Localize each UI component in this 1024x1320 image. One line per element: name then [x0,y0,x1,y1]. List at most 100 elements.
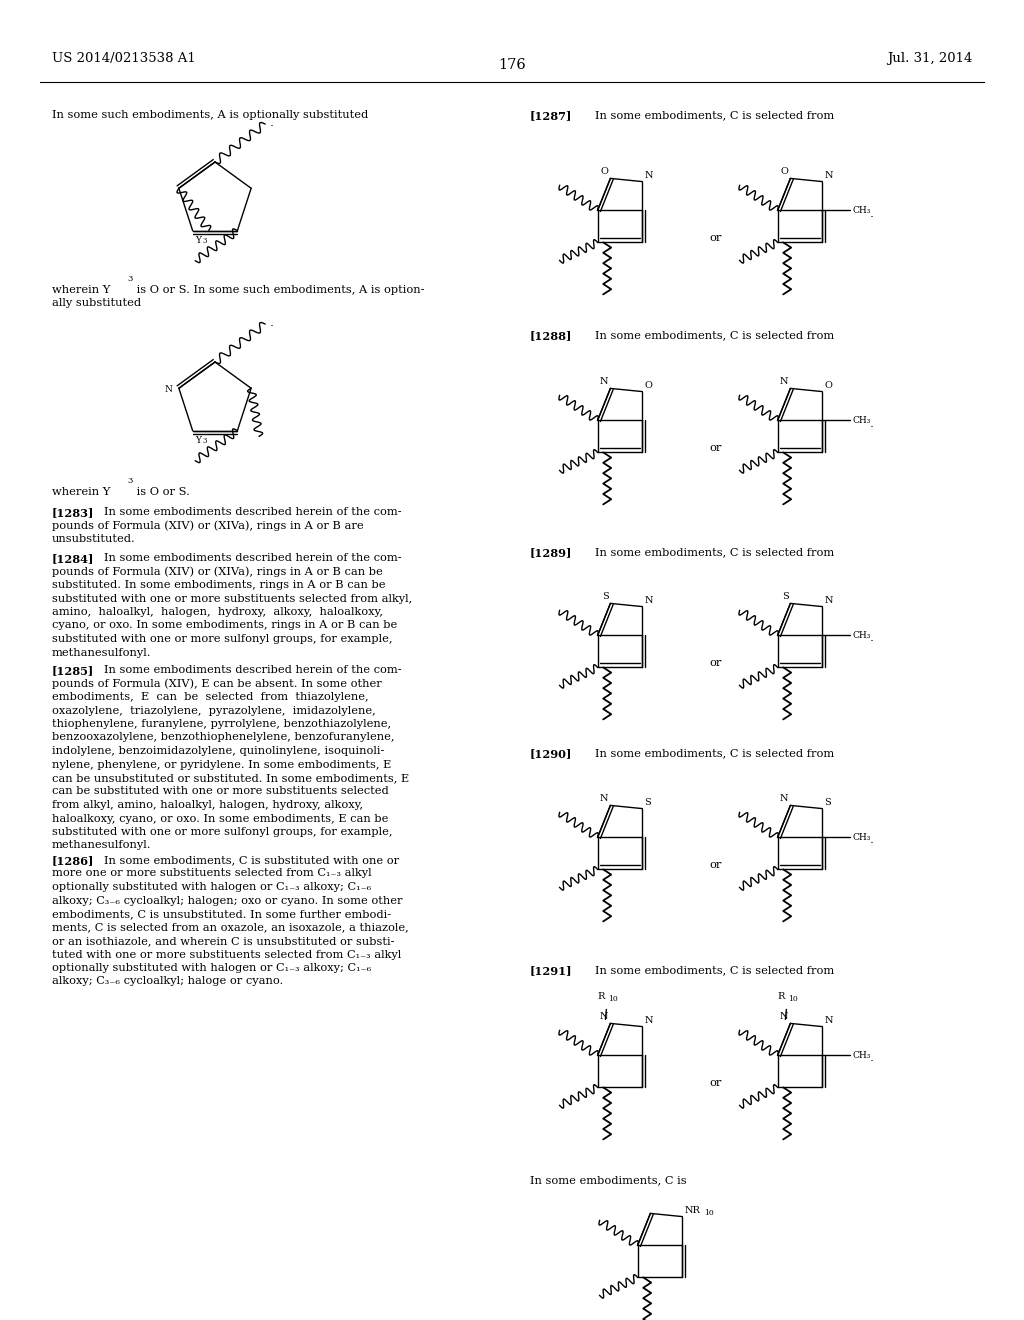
Text: wherein Y: wherein Y [52,285,111,294]
Text: In some embodiments, C is selected from: In some embodiments, C is selected from [595,110,835,120]
Text: .: . [870,631,874,644]
Text: N: N [644,1015,653,1024]
Text: R: R [597,993,604,1002]
Text: O: O [644,380,652,389]
Text: CH₃: CH₃ [852,631,870,640]
Text: [1290]: [1290] [530,748,572,759]
Text: more one or more substituents selected from C₁₋₃ alkyl: more one or more substituents selected f… [52,869,372,879]
Text: 176: 176 [498,58,526,73]
Text: N: N [644,595,653,605]
Text: N: N [644,170,653,180]
Text: N: N [780,378,788,387]
Text: In some embodiments, C is: In some embodiments, C is [530,1175,687,1185]
Text: optionally substituted with halogen or C₁₋₃ alkoxy; C₁₋₆: optionally substituted with halogen or C… [52,882,372,892]
Text: NR: NR [684,1205,700,1214]
Text: In some embodiments described herein of the com-: In some embodiments described herein of … [104,665,401,675]
Text: alkoxy; C₃₋₆ cycloalkyl; haloge or cyano.: alkoxy; C₃₋₆ cycloalkyl; haloge or cyano… [52,977,284,986]
Text: [1284]: [1284] [52,553,94,564]
Text: [1289]: [1289] [530,546,572,558]
Text: or: or [710,657,722,668]
Text: can be substituted with one or more substituents selected: can be substituted with one or more subs… [52,787,389,796]
Text: 3: 3 [203,236,207,244]
Text: 3: 3 [127,275,132,282]
Text: substituted with one or more sulfonyl groups, for example,: substituted with one or more sulfonyl gr… [52,634,392,644]
Text: S: S [602,593,608,602]
Text: .: . [270,315,274,329]
Text: .: . [870,207,874,220]
Text: CH₃: CH₃ [852,1051,870,1060]
Text: In some embodiments, C is substituted with one or: In some embodiments, C is substituted wi… [104,855,399,865]
Text: N: N [600,1012,608,1022]
Text: methanesulfonyl.: methanesulfonyl. [52,648,152,657]
Text: N: N [780,1012,788,1022]
Text: In some embodiments, C is selected from: In some embodiments, C is selected from [595,546,835,557]
Text: [1283]: [1283] [52,507,94,517]
Text: is O or S. In some such embodiments, A is option-: is O or S. In some such embodiments, A i… [133,285,425,294]
Text: 10: 10 [705,1209,714,1217]
Text: Y: Y [195,436,201,445]
Text: 10: 10 [608,995,618,1003]
Text: [1286]: [1286] [52,855,94,866]
Text: [1291]: [1291] [530,965,572,975]
Text: or an isothiazole, and wherein C is unsubstituted or substi-: or an isothiazole, and wherein C is unsu… [52,936,394,946]
Text: wherein Y: wherein Y [52,487,111,498]
Text: N: N [165,384,173,393]
Text: N: N [824,170,833,180]
Text: ally substituted: ally substituted [52,298,141,308]
Text: can be unsubstituted or substituted. In some embodiments, E: can be unsubstituted or substituted. In … [52,774,410,783]
Text: S: S [644,797,651,807]
Text: CH₃: CH₃ [852,833,870,842]
Text: S: S [781,593,788,602]
Text: US 2014/0213538 A1: US 2014/0213538 A1 [52,51,196,65]
Text: haloalkoxy, cyano, or oxo. In some embodiments, E can be: haloalkoxy, cyano, or oxo. In some embod… [52,813,388,824]
Text: .: . [870,1051,874,1064]
Text: .: . [870,833,874,846]
Text: Y: Y [195,236,201,244]
Text: methanesulfonyl.: methanesulfonyl. [52,841,152,850]
Text: amino,  haloalkyl,  halogen,  hydroxy,  alkoxy,  haloalkoxy,: amino, haloalkyl, halogen, hydroxy, alko… [52,607,383,616]
Text: pounds of Formula (XIV) or (XIVa), rings in A or B are: pounds of Formula (XIV) or (XIVa), rings… [52,520,364,531]
Text: In some such embodiments, A is optionally substituted: In some such embodiments, A is optionall… [52,110,369,120]
Text: O: O [600,168,608,177]
Text: [1287]: [1287] [530,110,572,121]
Text: or: or [710,444,722,453]
Text: CH₃: CH₃ [852,416,870,425]
Text: optionally substituted with halogen or C₁₋₃ alkoxy; C₁₋₆: optionally substituted with halogen or C… [52,964,372,973]
Text: cyano, or oxo. In some embodiments, rings in A or B can be: cyano, or oxo. In some embodiments, ring… [52,620,397,631]
Text: CH₃: CH₃ [852,206,870,215]
Text: alkoxy; C₃₋₆ cycloalkyl; halogen; oxo or cyano. In some other: alkoxy; C₃₋₆ cycloalkyl; halogen; oxo or… [52,895,402,906]
Text: [1285]: [1285] [52,665,94,676]
Text: substituted with one or more sulfonyl groups, for example,: substituted with one or more sulfonyl gr… [52,828,392,837]
Text: In some embodiments described herein of the com-: In some embodiments described herein of … [104,553,401,564]
Text: is O or S.: is O or S. [133,487,189,498]
Text: 3: 3 [127,477,132,484]
Text: In some embodiments described herein of the com-: In some embodiments described herein of … [104,507,401,517]
Text: unsubstituted.: unsubstituted. [52,535,136,544]
Text: O: O [780,168,788,177]
Text: pounds of Formula (XIV) or (XIVa), rings in A or B can be: pounds of Formula (XIV) or (XIVa), rings… [52,566,383,577]
Text: O: O [824,380,833,389]
Text: pounds of Formula (XIV), E can be absent. In some other: pounds of Formula (XIV), E can be absent… [52,678,382,689]
Text: ments, C is selected from an oxazole, an isoxazole, a thiazole,: ments, C is selected from an oxazole, an… [52,923,409,932]
Text: In some embodiments, C is selected from: In some embodiments, C is selected from [595,748,835,758]
Text: or: or [710,234,722,243]
Text: .: . [270,116,274,128]
Text: embodiments, C is unsubstituted. In some further embodi-: embodiments, C is unsubstituted. In some… [52,909,391,919]
Text: or: or [710,861,722,870]
Text: substituted. In some embodiments, rings in A or B can be: substituted. In some embodiments, rings … [52,579,385,590]
Text: .: . [870,417,874,430]
Text: or: or [710,1078,722,1088]
Text: 10: 10 [788,995,798,1003]
Text: indolylene, benzoimidazolylene, quinolinylene, isoquinoli-: indolylene, benzoimidazolylene, quinolin… [52,746,384,756]
Text: N: N [824,1015,833,1024]
Text: N: N [600,378,608,387]
Text: N: N [824,595,833,605]
Text: N: N [600,795,608,804]
Text: R: R [777,993,784,1002]
Text: oxazolylene,  triazolylene,  pyrazolylene,  imidazolylene,: oxazolylene, triazolylene, pyrazolylene,… [52,705,376,715]
Text: embodiments,  E  can  be  selected  from  thiazolylene,: embodiments, E can be selected from thia… [52,692,369,702]
Text: nylene, phenylene, or pyridylene. In some embodiments, E: nylene, phenylene, or pyridylene. In som… [52,759,391,770]
Text: substituted with one or more substituents selected from alkyl,: substituted with one or more substituent… [52,594,413,603]
Text: Jul. 31, 2014: Jul. 31, 2014 [887,51,972,65]
Text: N: N [780,795,788,804]
